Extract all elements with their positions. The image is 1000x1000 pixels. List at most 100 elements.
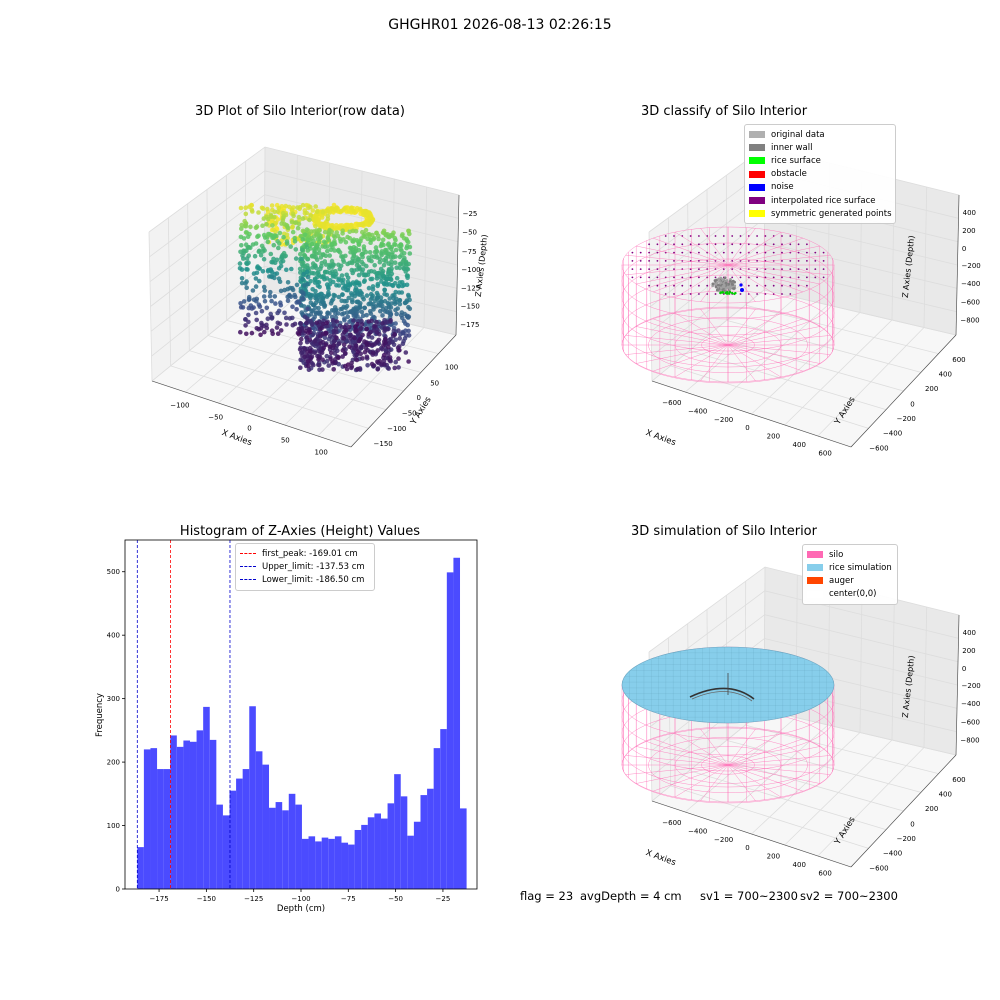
- raw-scatter-point: [272, 294, 278, 299]
- raw-scatter-point: [384, 319, 390, 325]
- cls-original-data-point: [717, 277, 721, 281]
- raw-scatter-point: [300, 237, 306, 242]
- raw-scatter-point: [364, 341, 370, 347]
- raw-scatter-point: [302, 283, 307, 288]
- raw-scatter-point: [380, 321, 385, 326]
- raw-scatter-point: [337, 341, 342, 346]
- raw-scatter-point: [389, 262, 394, 268]
- histogram-bar: [380, 818, 388, 889]
- raw-scatter-point: [241, 236, 247, 241]
- histogram-legend-label: Upper_limit: -137.53 cm: [262, 561, 365, 572]
- raw-scatter-point: [327, 253, 333, 258]
- cls-interpolated-point: [731, 276, 734, 279]
- cls-rice-surface-point: [721, 291, 725, 294]
- raw_plot-y-tick-label: 0: [417, 394, 421, 402]
- cls-interpolated-point: [764, 284, 767, 287]
- raw-scatter-point: [284, 267, 289, 273]
- raw-scatter-point: [313, 204, 319, 209]
- cls-interpolated-point: [781, 243, 783, 246]
- raw-scatter-point: [304, 269, 310, 275]
- histogram-legend-entry: first_peak: -169.01 cm: [240, 547, 370, 560]
- raw-scatter-point: [314, 257, 320, 263]
- classify-legend: original data inner wall rice surface obsta…: [744, 124, 896, 225]
- raw-scatter-point: [270, 331, 276, 337]
- raw-scatter-point: [381, 358, 387, 364]
- raw-scatter-point: [367, 250, 373, 255]
- raw-scatter-point: [331, 367, 337, 372]
- histogram-y-tick-label: 100: [107, 822, 120, 830]
- classify_plot-x-tick-label: 0: [745, 424, 749, 432]
- raw-plot-title: 3D Plot of Silo Interior(row data): [195, 104, 405, 119]
- raw-scatter-point: [272, 275, 277, 281]
- raw-scatter-point: [326, 363, 332, 368]
- raw-scatter-point: [302, 346, 307, 351]
- cls-original-data-point: [721, 278, 725, 281]
- raw-scatter-point: [375, 339, 380, 345]
- raw-scatter-point: [322, 270, 328, 275]
- cls-silo-top-spoke: [727, 264, 820, 285]
- raw-scatter-point: [277, 321, 283, 327]
- histogram-legend-label: first_peak: -169.01 cm: [262, 548, 358, 559]
- raw-scatter-point: [247, 204, 252, 209]
- cls-interpolated-point: [739, 276, 742, 279]
- raw-scatter-point: [379, 252, 385, 258]
- raw-scatter-point: [249, 330, 255, 336]
- raw-scatter-point: [396, 365, 401, 370]
- raw-scatter-point: [302, 354, 307, 360]
- cls-silo-top-spoke: [727, 228, 756, 266]
- cls-interpolated-point: [747, 243, 750, 246]
- raw-scatter-point: [282, 287, 287, 293]
- classify_plot-z-tick-label: 0: [962, 245, 966, 253]
- cls-silo-top-spoke: [727, 264, 804, 293]
- raw-scatter-point: [289, 207, 295, 212]
- simulation-3d-plot[interactable]: Z Axies (Depth) X Axies Y Axies −600−400…: [500, 420, 1000, 920]
- simulation-legend-label: auger: [829, 575, 854, 586]
- raw-scatter-point: [269, 316, 275, 321]
- raw-scatter-point: [241, 299, 247, 304]
- cls-interpolated-point: [689, 251, 692, 254]
- classify-legend-entry: noise: [749, 181, 891, 194]
- raw-scatter-point: [294, 282, 300, 288]
- raw-scatter-point: [324, 320, 330, 326]
- cls-original-data-point: [718, 279, 721, 283]
- raw-scatter-point: [306, 363, 311, 369]
- raw-scatter-point: [378, 275, 384, 280]
- cls-interpolated-point: [664, 260, 667, 262]
- raw-3d-plot[interactable]: Z Axies (Depth) X Axies Y Axies −100−500…: [0, 0, 500, 500]
- classify-legend-label: interpolated rice surface: [771, 195, 876, 206]
- raw-scatter-point: [244, 285, 249, 291]
- raw-scatter-point: [333, 311, 338, 317]
- raw-scatter-point: [405, 322, 411, 328]
- raw-scatter-point: [319, 350, 325, 356]
- histogram-bar: [288, 793, 296, 889]
- raw-scatter-point: [298, 357, 304, 363]
- raw-scatter-point: [327, 344, 333, 349]
- cls-interpolated-point: [822, 260, 825, 262]
- raw-scatter-point: [239, 280, 245, 286]
- cls-silo-top-spoke: [727, 254, 831, 266]
- cls-interpolated-point: [756, 268, 758, 270]
- cls-interpolated-point: [673, 268, 675, 270]
- raw-scatter-point: [298, 365, 303, 371]
- cls-interpolated-point: [781, 293, 783, 295]
- cls-interpolated-point: [639, 268, 642, 270]
- raw-scatter-point: [347, 324, 352, 330]
- raw-scatter-point: [305, 256, 310, 262]
- histogram-bar: [308, 836, 316, 889]
- histogram-bar: [413, 821, 421, 889]
- histogram-bar: [189, 741, 197, 889]
- cls-original-data-point: [727, 282, 731, 286]
- histogram-bar: [387, 803, 395, 889]
- raw-scatter-point: [299, 296, 305, 302]
- raw-scatter-point: [309, 322, 315, 328]
- cls-interpolated-point: [698, 276, 700, 279]
- raw-scatter-point: [277, 279, 283, 285]
- cls-interpolated-point: [681, 251, 684, 254]
- raw-scatter-point: [299, 350, 304, 356]
- raw-scatter-point: [340, 231, 345, 236]
- histogram-y-tick-label: 400: [107, 632, 120, 640]
- histogram-chart[interactable]: −175 −150 −125 −100 −75 −50 −25 0 100 200 300 400 50…: [0, 530, 500, 970]
- raw-scatter-point: [323, 253, 329, 259]
- cls-interpolated-point: [631, 251, 634, 254]
- raw-scatter-point: [368, 240, 373, 245]
